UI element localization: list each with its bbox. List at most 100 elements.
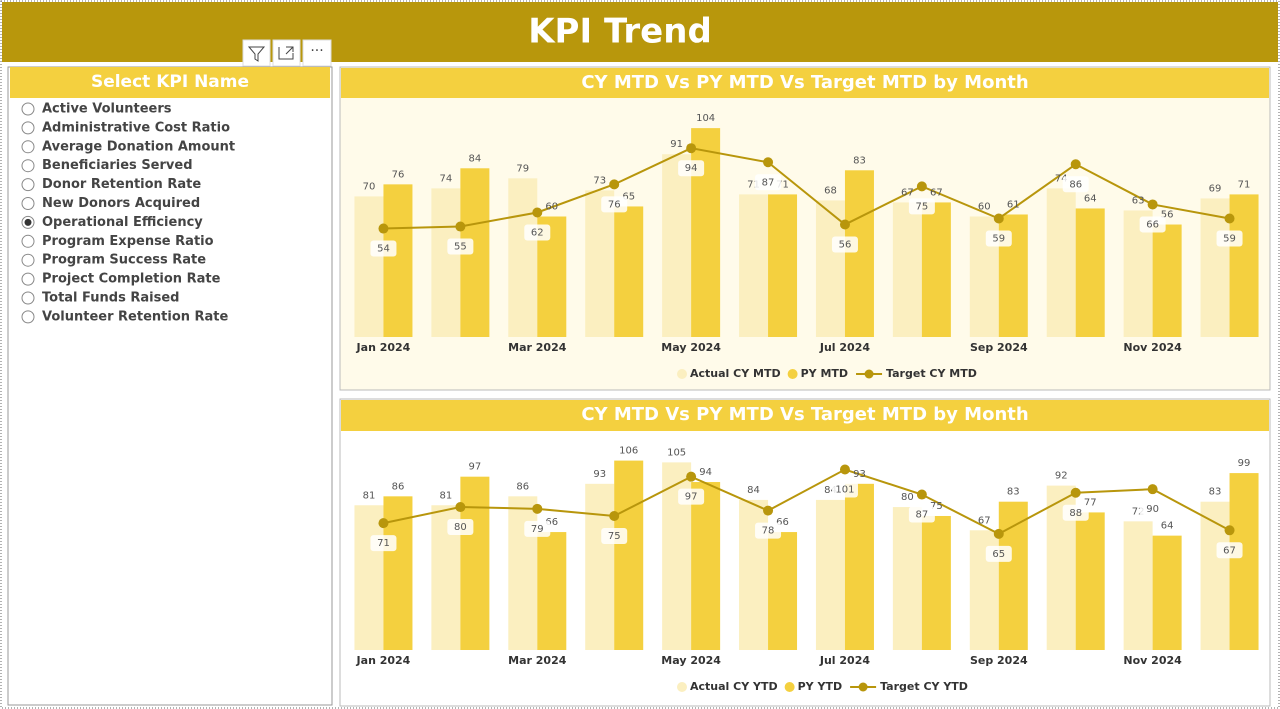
chart-panel (339, 66, 1271, 391)
line-point (532, 207, 543, 218)
bar (892, 507, 922, 650)
data-label: 92 (1055, 471, 1068, 482)
x-tick-label: Mar 2024 (508, 654, 567, 667)
slicer-item[interactable]: Beneficiaries Served (42, 158, 193, 173)
bar (383, 184, 413, 337)
slicer-item[interactable]: Operational Efficiency (42, 215, 203, 230)
bar (815, 499, 845, 650)
data-label: 72 (1132, 506, 1145, 517)
radio-button[interactable] (21, 140, 35, 154)
line-point (1147, 199, 1158, 210)
radio-button[interactable] (21, 253, 35, 267)
data-label: 78 (762, 526, 775, 537)
data-label: 83 (1209, 487, 1222, 498)
bar (1075, 512, 1105, 650)
slicer-item[interactable]: New Donors Acquired (42, 196, 200, 211)
data-label: 71 (776, 179, 789, 190)
slicer-item[interactable]: Program Expense Ratio (42, 234, 214, 249)
data-label: 66 (545, 517, 558, 528)
radio-button[interactable] (21, 159, 35, 173)
slicer-item[interactable]: Program Success Rate (42, 253, 206, 268)
bar (508, 496, 538, 650)
data-label: 99 (1238, 458, 1251, 469)
data-label: 93 (593, 469, 606, 480)
bar (1075, 208, 1105, 337)
line-point (763, 505, 774, 516)
slicer-item[interactable]: Project Completion Rate (42, 272, 221, 287)
more-button[interactable] (302, 39, 332, 67)
data-label: 65 (622, 191, 635, 202)
data-label: 94 (685, 163, 698, 174)
x-tick-label: May 2024 (661, 341, 721, 354)
chart-header (341, 68, 1269, 98)
bar (1229, 194, 1259, 337)
radio-button[interactable] (21, 121, 35, 135)
bar (1046, 188, 1076, 337)
data-label-box (831, 481, 858, 498)
x-tick-label: Jul 2024 (819, 341, 870, 354)
data-label-box (755, 522, 782, 539)
data-label: 83 (853, 155, 866, 166)
legend-marker (787, 369, 798, 379)
slicer-item[interactable]: Average Donation Amount (42, 139, 235, 154)
more-icon: ··· (310, 43, 323, 59)
bar (354, 505, 384, 650)
focus-icon (278, 46, 294, 60)
x-tick-label: May 2024 (661, 654, 721, 667)
legend-marker (677, 682, 687, 692)
data-label: 67 (901, 187, 914, 198)
radio-button[interactable] (21, 234, 35, 248)
data-label: 74 (440, 173, 453, 184)
radio-button[interactable] (21, 272, 35, 286)
data-label: 56 (839, 240, 852, 251)
bar (1200, 501, 1230, 650)
data-label: 76 (608, 199, 621, 210)
data-label: 64 (1161, 521, 1174, 532)
line-point (1224, 525, 1235, 536)
line-point (1147, 484, 1158, 495)
data-label: 80 (454, 522, 467, 533)
data-label-box (1216, 230, 1243, 247)
visual-toolbar: ··· (242, 39, 332, 67)
radio-button[interactable] (21, 310, 35, 324)
data-label: 60 (978, 201, 991, 212)
slicer-title: Select KPI Name (91, 72, 249, 92)
data-label: 104 (696, 113, 715, 124)
chart-header (341, 400, 1269, 431)
radio-button[interactable] (21, 291, 35, 305)
slicer-item[interactable]: Active Volunteers (42, 102, 172, 117)
bar (998, 501, 1028, 650)
bar (585, 190, 615, 337)
data-label-box (601, 196, 628, 213)
line-point (378, 518, 389, 529)
slicer-item[interactable]: Donor Retention Rate (42, 177, 201, 192)
data-label: 67 (1223, 545, 1236, 556)
line (383, 147, 1230, 230)
legend-marker (864, 369, 874, 379)
bar (431, 188, 461, 337)
radio-button[interactable] (21, 178, 35, 192)
line-point (993, 213, 1004, 224)
bar (614, 460, 644, 650)
filter-button[interactable] (242, 39, 271, 67)
x-tick-label: Nov 2024 (1123, 341, 1182, 354)
legend-label: Actual CY MTD (690, 367, 781, 380)
radio-button[interactable] (21, 197, 35, 210)
data-label-box (447, 519, 474, 536)
bar (921, 202, 951, 337)
slicer-item[interactable]: Total Funds Raised (42, 291, 179, 306)
page-title: KPI Trend (528, 12, 712, 52)
data-label: 54 (377, 244, 390, 255)
data-label: 97 (469, 462, 482, 473)
radio-button[interactable] (21, 102, 35, 116)
data-label-box (985, 545, 1012, 562)
slicer-header (10, 67, 330, 98)
line-point (378, 223, 389, 234)
slicer-item[interactable]: Administrative Cost Ratio (42, 120, 230, 135)
data-label-box (1062, 176, 1089, 193)
slicer-item[interactable]: Volunteer Retention Rate (42, 309, 229, 324)
data-label: 71 (1238, 179, 1251, 190)
bar (739, 194, 769, 337)
chart-title: CY MTD Vs PY MTD Vs Target MTD by Month (581, 404, 1028, 425)
data-label: 81 (363, 490, 376, 501)
